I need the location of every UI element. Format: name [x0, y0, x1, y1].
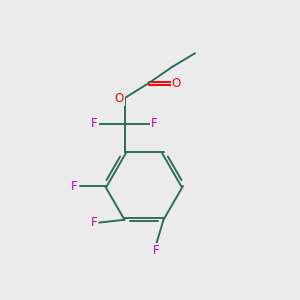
Text: F: F — [90, 216, 97, 229]
Text: O: O — [115, 92, 124, 105]
Text: F: F — [151, 117, 158, 130]
Text: F: F — [71, 179, 77, 193]
Text: F: F — [153, 244, 160, 257]
Text: O: O — [172, 77, 181, 90]
Text: F: F — [91, 117, 98, 130]
